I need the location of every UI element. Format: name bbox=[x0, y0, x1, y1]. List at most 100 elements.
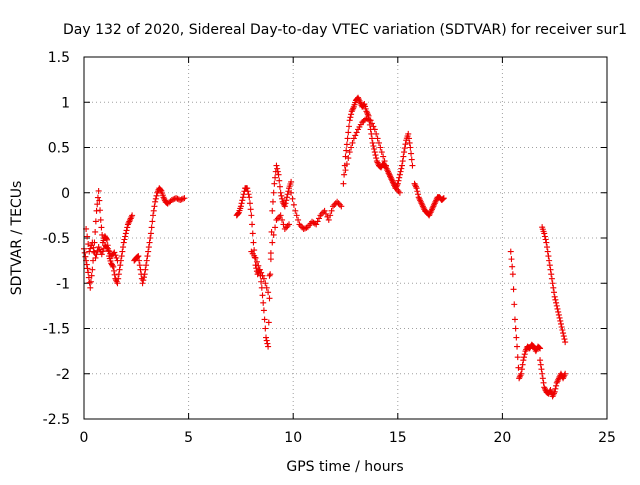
data-point bbox=[558, 323, 565, 330]
data-point bbox=[271, 180, 278, 187]
data-point bbox=[252, 262, 259, 269]
data-point bbox=[147, 235, 154, 241]
data-point bbox=[272, 174, 279, 181]
data-point bbox=[178, 196, 185, 203]
data-point bbox=[353, 129, 360, 136]
x-tick-label: 5 bbox=[184, 430, 193, 446]
data-point bbox=[398, 162, 405, 169]
data-point bbox=[274, 168, 281, 175]
data-point bbox=[266, 295, 273, 302]
data-point bbox=[541, 233, 548, 240]
data-point bbox=[328, 207, 335, 214]
data-point bbox=[540, 379, 547, 386]
data-point bbox=[407, 144, 414, 151]
y-tick-label: -1.5 bbox=[43, 322, 70, 338]
data-point bbox=[148, 224, 155, 231]
data-point bbox=[331, 201, 338, 208]
data-point bbox=[348, 111, 355, 118]
data-point bbox=[115, 275, 122, 282]
y-tick-label: -2.5 bbox=[43, 412, 70, 428]
data-point bbox=[263, 334, 270, 341]
data-point bbox=[258, 269, 265, 276]
data-point bbox=[267, 256, 274, 263]
data-point bbox=[97, 207, 104, 214]
data-point bbox=[378, 149, 385, 156]
data-point bbox=[273, 162, 280, 169]
data-point bbox=[559, 327, 566, 334]
data-point bbox=[260, 299, 267, 306]
data-point bbox=[548, 275, 555, 282]
data-point bbox=[118, 253, 125, 260]
data-point bbox=[249, 221, 256, 228]
data-point bbox=[364, 109, 371, 116]
data-point bbox=[387, 173, 394, 180]
grid bbox=[84, 57, 607, 419]
data-point bbox=[269, 198, 276, 205]
y-tick-label: -2 bbox=[56, 367, 70, 383]
data-point bbox=[545, 253, 552, 260]
data-point bbox=[366, 116, 373, 123]
data-point bbox=[316, 215, 323, 222]
data-point bbox=[124, 224, 131, 231]
data-point bbox=[266, 272, 273, 279]
data-point bbox=[265, 343, 272, 350]
data-point bbox=[535, 344, 542, 351]
data-point bbox=[239, 194, 246, 201]
data-point bbox=[345, 155, 352, 162]
data-point bbox=[281, 225, 288, 232]
data-point bbox=[388, 176, 395, 183]
data-point bbox=[320, 209, 327, 216]
x-tick-label: 15 bbox=[389, 430, 407, 446]
data-point bbox=[408, 156, 415, 163]
data-point bbox=[542, 236, 549, 243]
data-point bbox=[343, 147, 350, 154]
data-point bbox=[272, 224, 279, 231]
data-point bbox=[516, 373, 523, 380]
data-point bbox=[321, 207, 328, 214]
data-point bbox=[94, 194, 101, 201]
data-point bbox=[280, 221, 287, 228]
data-point bbox=[92, 218, 99, 225]
x-tick-label: 10 bbox=[284, 430, 302, 446]
data-point bbox=[345, 129, 352, 136]
data-point bbox=[113, 254, 120, 261]
data-point bbox=[511, 301, 518, 308]
data-point bbox=[89, 266, 96, 273]
data-point bbox=[144, 253, 151, 260]
data-point bbox=[180, 195, 187, 202]
data-point bbox=[283, 224, 290, 231]
data-point bbox=[408, 150, 415, 157]
data-point bbox=[278, 192, 285, 199]
data-point bbox=[555, 311, 562, 318]
data-point bbox=[289, 195, 296, 202]
data-point bbox=[373, 130, 380, 137]
data-point bbox=[263, 284, 270, 291]
data-point bbox=[292, 207, 299, 214]
data-point bbox=[397, 168, 404, 175]
x-tick-label: 25 bbox=[598, 430, 616, 446]
data-point bbox=[136, 257, 143, 264]
data-point bbox=[562, 370, 569, 377]
data-point bbox=[276, 183, 283, 190]
data-point bbox=[537, 361, 544, 368]
data-point bbox=[300, 225, 307, 232]
data-point bbox=[265, 289, 272, 296]
data-point bbox=[262, 325, 269, 332]
data-points bbox=[81, 94, 569, 400]
data-point bbox=[290, 201, 297, 208]
data-point bbox=[440, 195, 447, 202]
data-point bbox=[401, 145, 408, 152]
data-point bbox=[413, 185, 420, 192]
data-point bbox=[341, 171, 348, 178]
data-point bbox=[84, 265, 91, 272]
data-point bbox=[110, 263, 117, 270]
data-point bbox=[405, 130, 412, 137]
data-point bbox=[247, 206, 254, 213]
data-point bbox=[551, 388, 558, 395]
data-point bbox=[111, 271, 118, 278]
data-point bbox=[246, 200, 253, 207]
data-point bbox=[147, 230, 154, 237]
data-point bbox=[371, 149, 378, 156]
x-tick-label: 20 bbox=[493, 430, 511, 446]
data-point bbox=[270, 189, 277, 196]
